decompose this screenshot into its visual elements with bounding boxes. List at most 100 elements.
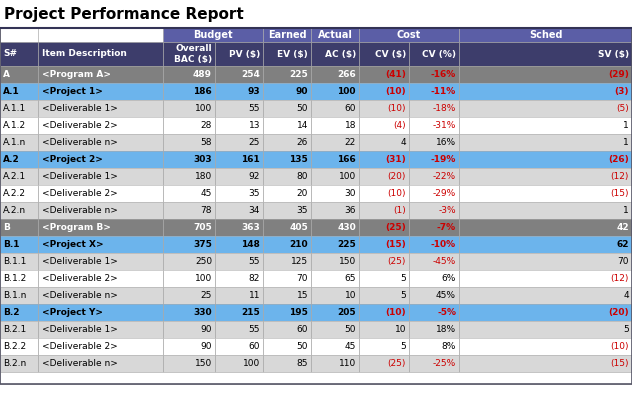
Text: 489: 489 bbox=[193, 70, 212, 79]
Text: 6%: 6% bbox=[442, 274, 456, 283]
Text: <Deliverable 2>: <Deliverable 2> bbox=[42, 342, 118, 351]
Bar bbox=[0, 287, 632, 304]
Text: A.1: A.1 bbox=[3, 87, 20, 96]
Text: 10: 10 bbox=[344, 291, 356, 300]
Bar bbox=[0, 117, 38, 134]
Bar bbox=[0, 117, 632, 134]
Bar bbox=[359, 134, 409, 151]
Bar bbox=[215, 202, 263, 219]
Text: (20): (20) bbox=[609, 308, 629, 317]
Text: 36: 36 bbox=[344, 206, 356, 215]
Text: 705: 705 bbox=[193, 223, 212, 232]
Bar bbox=[263, 134, 311, 151]
Text: 15: 15 bbox=[296, 291, 308, 300]
Text: 330: 330 bbox=[193, 308, 212, 317]
Bar bbox=[359, 168, 409, 185]
Text: 18: 18 bbox=[344, 121, 356, 130]
Bar bbox=[38, 28, 163, 42]
Bar bbox=[459, 304, 632, 321]
Text: <Project 2>: <Project 2> bbox=[42, 155, 103, 164]
Text: 25: 25 bbox=[248, 138, 260, 147]
Bar bbox=[459, 219, 632, 236]
Bar bbox=[263, 253, 311, 270]
Text: <Deliverable 1>: <Deliverable 1> bbox=[42, 172, 118, 181]
Bar bbox=[215, 134, 263, 151]
Text: 4: 4 bbox=[401, 138, 406, 147]
Bar bbox=[215, 253, 263, 270]
Bar bbox=[263, 202, 311, 219]
Bar bbox=[0, 321, 38, 338]
Bar bbox=[359, 66, 409, 83]
Bar bbox=[409, 338, 459, 355]
Bar bbox=[38, 42, 163, 66]
Bar bbox=[359, 83, 409, 100]
Bar bbox=[263, 338, 311, 355]
Text: A.1.n: A.1.n bbox=[3, 138, 27, 147]
Text: <Project Y>: <Project Y> bbox=[42, 308, 103, 317]
Text: (15): (15) bbox=[386, 240, 406, 249]
Bar bbox=[163, 236, 215, 253]
Bar bbox=[215, 151, 263, 168]
Bar bbox=[0, 134, 632, 151]
Text: (26): (26) bbox=[608, 155, 629, 164]
Text: 166: 166 bbox=[337, 155, 356, 164]
Bar bbox=[359, 151, 409, 168]
Text: CV (%): CV (%) bbox=[422, 50, 456, 58]
Bar bbox=[459, 134, 632, 151]
Bar bbox=[311, 202, 359, 219]
Text: 4: 4 bbox=[623, 291, 629, 300]
Text: B.2.2: B.2.2 bbox=[3, 342, 26, 351]
Text: (10): (10) bbox=[387, 189, 406, 198]
Text: 50: 50 bbox=[296, 104, 308, 113]
Bar bbox=[459, 270, 632, 287]
Bar bbox=[359, 28, 459, 42]
Text: 150: 150 bbox=[339, 257, 356, 266]
Bar bbox=[263, 100, 311, 117]
Text: Item Description: Item Description bbox=[42, 50, 127, 58]
Text: <Deliverable 1>: <Deliverable 1> bbox=[42, 104, 118, 113]
Text: (15): (15) bbox=[611, 189, 629, 198]
Text: A.2.2: A.2.2 bbox=[3, 189, 26, 198]
Bar bbox=[459, 117, 632, 134]
Text: B.1.n: B.1.n bbox=[3, 291, 27, 300]
Bar bbox=[459, 83, 632, 100]
Bar bbox=[215, 117, 263, 134]
Bar bbox=[0, 83, 632, 100]
Bar bbox=[459, 202, 632, 219]
Bar bbox=[163, 134, 215, 151]
Bar bbox=[0, 372, 632, 384]
Bar bbox=[163, 28, 263, 42]
Bar bbox=[263, 185, 311, 202]
Text: Sched: Sched bbox=[529, 30, 562, 40]
Text: 100: 100 bbox=[339, 172, 356, 181]
Bar bbox=[0, 66, 38, 83]
Bar bbox=[359, 304, 409, 321]
Bar bbox=[163, 338, 215, 355]
Bar bbox=[409, 236, 459, 253]
Text: -22%: -22% bbox=[433, 172, 456, 181]
Text: 1: 1 bbox=[623, 138, 629, 147]
Text: 20: 20 bbox=[296, 189, 308, 198]
Bar bbox=[311, 100, 359, 117]
Bar bbox=[0, 28, 38, 42]
Bar bbox=[0, 304, 38, 321]
Bar bbox=[215, 66, 263, 83]
Text: (3): (3) bbox=[614, 87, 629, 96]
Bar bbox=[409, 219, 459, 236]
Bar bbox=[163, 168, 215, 185]
Text: 8%: 8% bbox=[442, 342, 456, 351]
Bar bbox=[409, 270, 459, 287]
Bar bbox=[311, 151, 359, 168]
Text: 100: 100 bbox=[337, 87, 356, 96]
Text: 60: 60 bbox=[296, 325, 308, 334]
Bar bbox=[0, 287, 38, 304]
Bar bbox=[163, 100, 215, 117]
Bar bbox=[38, 117, 163, 134]
Bar bbox=[311, 236, 359, 253]
Text: SV ($): SV ($) bbox=[598, 50, 629, 58]
Bar bbox=[163, 355, 215, 372]
Bar bbox=[0, 270, 632, 287]
Bar bbox=[38, 219, 163, 236]
Bar bbox=[0, 321, 632, 338]
Bar bbox=[359, 355, 409, 372]
